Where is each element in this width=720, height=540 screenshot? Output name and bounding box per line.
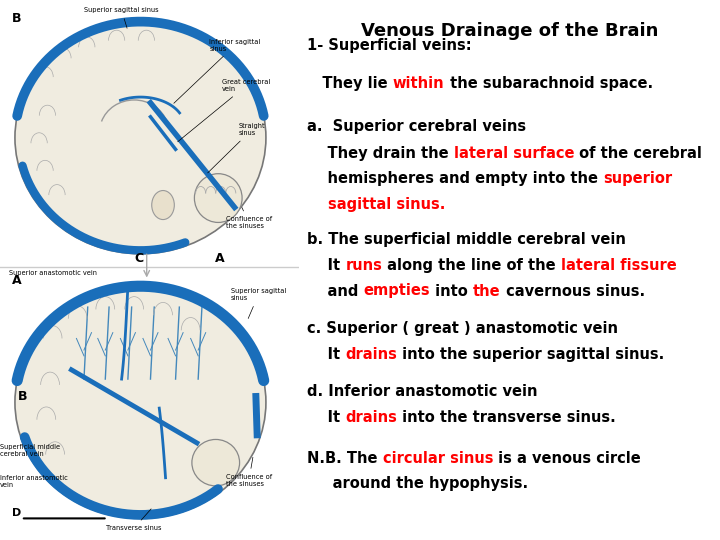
Text: c. Superior ( great ) anastomotic vein: c. Superior ( great ) anastomotic vein	[307, 321, 618, 336]
Text: Superior sagittal sinus: Superior sagittal sinus	[84, 8, 159, 28]
Text: empties: empties	[364, 284, 431, 299]
Text: around the hypophysis.: around the hypophysis.	[307, 476, 528, 491]
Text: 1- Superficial veins:: 1- Superficial veins:	[307, 38, 472, 53]
Ellipse shape	[194, 174, 242, 222]
Text: C: C	[135, 252, 143, 265]
Text: along the line of the: along the line of the	[382, 258, 561, 273]
Text: Straight
sinus: Straight sinus	[207, 123, 265, 173]
Text: Inferior sagittal
sinus: Inferior sagittal sinus	[174, 39, 261, 103]
Text: It: It	[307, 258, 346, 273]
Text: the subarachnoid space.: the subarachnoid space.	[444, 76, 653, 91]
Text: sagittal sinus.: sagittal sinus.	[328, 197, 445, 212]
Ellipse shape	[192, 440, 240, 486]
Text: is a venous circle: is a venous circle	[493, 451, 641, 466]
Text: Venous Drainage of the Brain: Venous Drainage of the Brain	[361, 22, 658, 39]
Text: within: within	[393, 76, 444, 91]
Text: Inferior anastomotic
vein: Inferior anastomotic vein	[0, 475, 68, 488]
Text: Transverse sinus: Transverse sinus	[107, 509, 162, 531]
Ellipse shape	[15, 286, 266, 518]
Text: They drain the: They drain the	[307, 146, 454, 161]
Text: lateral surface: lateral surface	[454, 146, 575, 161]
Text: b. The superficial middle cerebral vein: b. The superficial middle cerebral vein	[307, 232, 626, 247]
Text: and: and	[307, 284, 364, 299]
Text: a.  Superior cerebral veins: a. Superior cerebral veins	[307, 119, 526, 134]
Text: It: It	[307, 347, 346, 362]
Text: B: B	[18, 389, 27, 403]
Text: Great cerebral
vein: Great cerebral vein	[178, 79, 270, 141]
Text: A: A	[215, 252, 225, 265]
Text: into: into	[431, 284, 473, 299]
Text: the: the	[473, 284, 501, 299]
Ellipse shape	[152, 191, 174, 220]
Text: lateral fissure: lateral fissure	[561, 258, 677, 273]
Text: drains: drains	[346, 347, 397, 362]
Text: Superior anastomotic vein: Superior anastomotic vein	[9, 271, 97, 276]
Text: Confluence of
the sinuses: Confluence of the sinuses	[226, 457, 272, 487]
Text: cavernous sinus.: cavernous sinus.	[501, 284, 645, 299]
Text: d. Inferior anastomotic vein: d. Inferior anastomotic vein	[307, 384, 538, 400]
Text: into the superior sagittal sinus.: into the superior sagittal sinus.	[397, 347, 665, 362]
Text: N.B. The: N.B. The	[307, 451, 383, 466]
Text: hemispheres and empty into the: hemispheres and empty into the	[307, 171, 603, 186]
Text: It: It	[307, 410, 346, 425]
Text: Superior sagittal
sinus: Superior sagittal sinus	[231, 288, 286, 319]
Text: circular sinus: circular sinus	[383, 451, 493, 466]
Text: runs: runs	[346, 258, 382, 273]
Text: Confluence of
the sinuses: Confluence of the sinuses	[226, 207, 272, 230]
Text: superior: superior	[603, 171, 672, 186]
Text: drains: drains	[346, 410, 397, 425]
Text: B: B	[12, 11, 22, 25]
Text: D: D	[12, 508, 21, 518]
Ellipse shape	[15, 22, 266, 254]
Text: into the transverse sinus.: into the transverse sinus.	[397, 410, 616, 425]
Text: Superficial middle
cerebral vein: Superficial middle cerebral vein	[0, 444, 60, 457]
Text: A: A	[12, 273, 22, 287]
Text: of the cerebral: of the cerebral	[575, 146, 702, 161]
Text: They lie: They lie	[307, 76, 393, 91]
